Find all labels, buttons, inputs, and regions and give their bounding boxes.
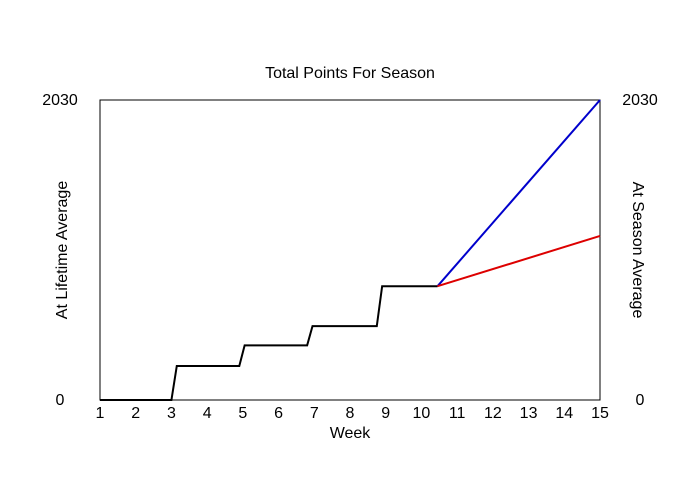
y-axis-label-right: At Season Average (629, 182, 646, 319)
chart-title: Total Points For Season (265, 65, 435, 82)
series-line-2 (436, 99, 601, 287)
x-tick-label: 12 (484, 405, 502, 422)
y-ticks: 0 2030 0 2030 (42, 92, 658, 409)
x-tick-label: 13 (520, 405, 538, 422)
y-axis-label-left: At Lifetime Average (54, 181, 71, 320)
series-layer (100, 99, 601, 401)
y-tick-label-left: 2030 (42, 92, 78, 109)
x-tick-label: 9 (381, 405, 390, 422)
series-line-3 (437, 235, 601, 288)
x-tick-label: 3 (167, 405, 176, 422)
x-tick-label: 8 (346, 405, 355, 422)
y-tick-label-right: 0 (636, 392, 645, 409)
x-tick-label: 14 (555, 405, 573, 422)
y-tick-label-left: 0 (56, 392, 65, 409)
x-axis-label: Week (330, 425, 372, 442)
x-tick-label: 11 (449, 405, 466, 422)
x-tick-label: 4 (203, 405, 212, 422)
plot-frame (99, 99, 601, 401)
x-tick-label: 5 (238, 405, 247, 422)
x-ticks: 1 2 3 4 5 6 7 8 9 10 11 12 13 14 15 (96, 405, 609, 422)
x-tick-label: 2 (131, 405, 140, 422)
y-tick-label-right: 2030 (622, 92, 658, 109)
x-tick-label: 7 (310, 405, 319, 422)
series-line-1 (100, 285, 438, 401)
x-tick-label: 1 (96, 405, 105, 422)
x-tick-label: 15 (591, 405, 609, 422)
x-tick-label: 10 (413, 405, 431, 422)
x-tick-label: 6 (274, 405, 283, 422)
